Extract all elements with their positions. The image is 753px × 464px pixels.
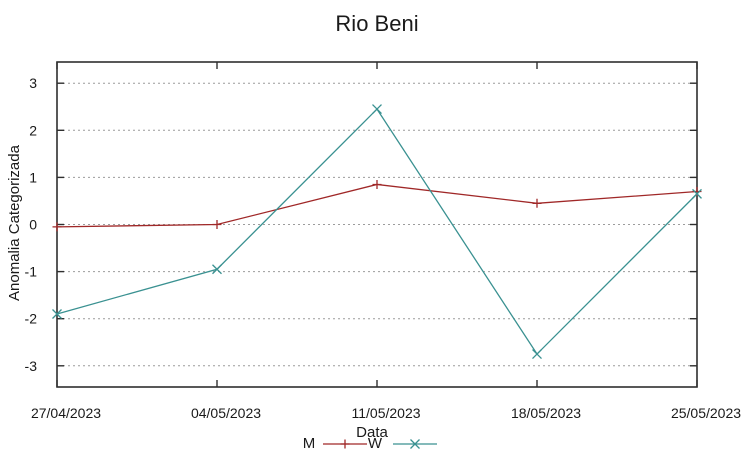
- cross-marker: [212, 264, 222, 275]
- series-line-w: [56, 108, 698, 356]
- y-axis-label: Anomalia Categorizada: [6, 144, 23, 301]
- chart-title: Rio Beni: [335, 11, 418, 36]
- y-tick-label: 1: [29, 169, 37, 185]
- cross-marker: [52, 309, 62, 319]
- x-tick-label: 11/05/2023: [351, 405, 420, 421]
- series-line-m: [56, 183, 698, 228]
- plot-area: -3 -2 -1 0 1 2 3 27/04/2023 04/05/2023 11/05/2023…: [25, 61, 741, 421]
- x-tick-label: 18/05/2023: [511, 405, 581, 421]
- cross-marker: [410, 439, 420, 449]
- x-axis-label: Data: [356, 424, 388, 441]
- cross-marker: [372, 104, 382, 115]
- cross-marker: [532, 349, 542, 359]
- y-tick-label: -3: [25, 358, 38, 374]
- plus-marker: [372, 179, 382, 189]
- plus-marker: [340, 439, 350, 449]
- x-tick-label: 04/05/2023: [191, 405, 261, 421]
- legend: M W: [303, 435, 437, 452]
- legend-samples: [323, 439, 437, 449]
- legend-label-m: M: [303, 435, 316, 452]
- x-tick-label: 25/05/2023: [671, 405, 741, 421]
- x-tick-label: 27/04/2023: [31, 405, 101, 421]
- plus-marker: [212, 220, 222, 229]
- y-tick-label: -2: [25, 311, 38, 327]
- plus-marker: [52, 222, 62, 232]
- y-tick-label: 0: [29, 217, 37, 233]
- y-tick-label: 2: [29, 122, 37, 138]
- cross-marker: [692, 188, 702, 199]
- y-tick-label: 3: [29, 75, 37, 91]
- legend-label-w: W: [368, 435, 383, 452]
- y-tick-label: -1: [25, 264, 38, 280]
- plus-marker: [532, 198, 542, 208]
